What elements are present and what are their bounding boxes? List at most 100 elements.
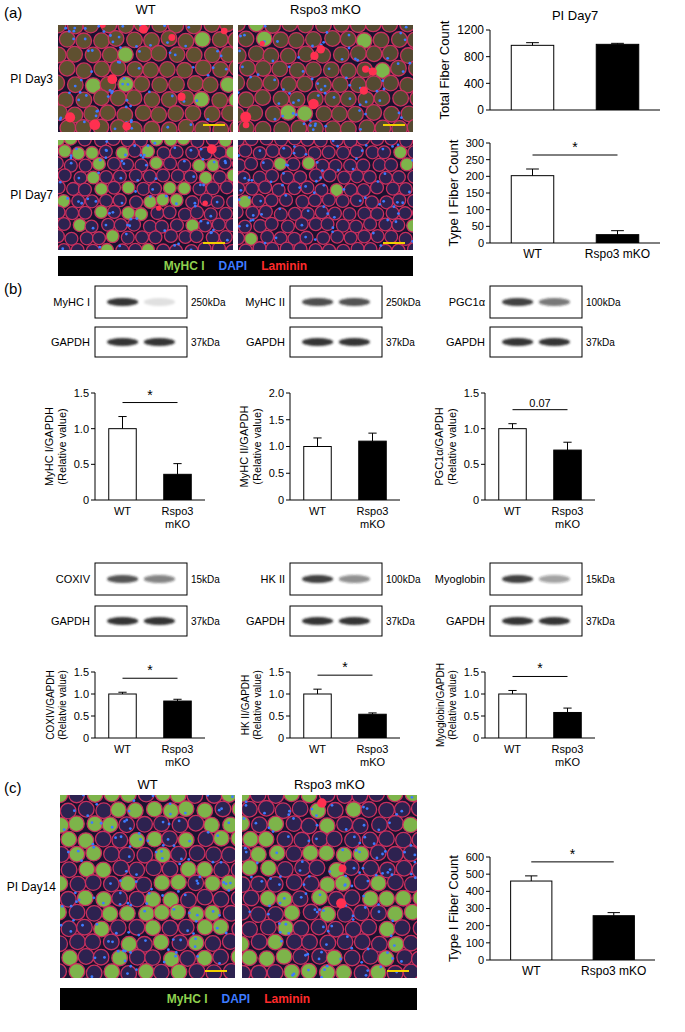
nucleus <box>218 914 221 917</box>
nucleus <box>92 896 95 899</box>
red-blob <box>260 41 265 46</box>
nucleus <box>339 958 342 961</box>
nucleus <box>278 922 281 925</box>
fiber <box>350 145 363 158</box>
fiber <box>191 206 204 219</box>
nucleus <box>375 874 378 877</box>
nucleus <box>331 230 334 233</box>
nucleus <box>161 857 164 860</box>
fiber <box>400 25 413 32</box>
significance-label: * <box>570 846 576 862</box>
y-tick <box>486 209 490 210</box>
nucleus <box>196 955 199 958</box>
fiber <box>359 120 375 132</box>
fiber <box>181 892 197 908</box>
fiber <box>138 795 154 802</box>
nucleus <box>298 186 301 189</box>
nucleus <box>212 861 215 864</box>
fiber <box>251 876 267 892</box>
nucleus <box>216 201 219 204</box>
fiber <box>309 244 322 250</box>
y-tick <box>286 738 290 739</box>
fiber <box>309 860 325 876</box>
nucleus <box>126 224 129 227</box>
nucleus <box>119 177 122 180</box>
nucleus <box>252 219 255 222</box>
fiber <box>354 905 370 921</box>
y-tick-label: 1.5 <box>464 387 479 399</box>
y-axis-title: PGC1α/GAPDH <box>433 407 445 486</box>
nucleus <box>114 836 117 839</box>
fiber <box>246 206 259 219</box>
fiber <box>213 62 229 78</box>
blot-band <box>339 617 370 625</box>
nucleus <box>314 908 317 911</box>
nucleus <box>279 875 282 878</box>
fiber <box>269 845 285 861</box>
nucleus <box>408 191 411 194</box>
nucleus <box>173 844 176 847</box>
blot-kda: 15kDa <box>586 574 615 585</box>
fiber <box>238 25 245 32</box>
fiber <box>323 244 336 250</box>
fiber <box>169 77 185 93</box>
nucleus <box>122 162 125 165</box>
row-head: PI Day3 <box>10 72 53 86</box>
y-tick-label: 300 <box>466 137 484 149</box>
blot-band <box>339 338 370 346</box>
blot-box <box>490 563 582 595</box>
plot-marks <box>304 689 387 738</box>
nucleus <box>128 810 131 813</box>
fiber <box>68 77 84 93</box>
nucleus <box>256 862 259 865</box>
nucleus <box>220 861 223 864</box>
blot-label: GAPDH <box>51 615 90 627</box>
red-blob <box>308 99 318 109</box>
fiber <box>409 60 413 76</box>
nucleus <box>404 38 407 41</box>
blot-kda: 37kDa <box>386 337 415 348</box>
fiber <box>121 158 134 171</box>
fiber <box>58 145 71 158</box>
fiber <box>195 60 211 76</box>
nucleus <box>300 224 303 227</box>
fiber <box>364 243 377 250</box>
plot-marks <box>499 690 582 738</box>
fiber <box>87 816 103 832</box>
fiber <box>76 92 92 108</box>
nucleus <box>299 869 302 872</box>
nucleus <box>90 70 93 73</box>
nucleus <box>177 890 180 893</box>
y-axis <box>485 672 486 738</box>
fiber <box>276 949 292 965</box>
nucleus <box>345 76 348 79</box>
blot-band <box>502 575 533 583</box>
red-blob <box>339 864 347 872</box>
red-blob <box>336 898 346 908</box>
fiber <box>266 242 279 250</box>
y-tick-label: 0 <box>473 494 479 506</box>
blot-box <box>490 606 582 636</box>
red-blob <box>207 144 217 154</box>
nucleus <box>70 162 73 165</box>
fiber <box>93 949 109 965</box>
fiber <box>325 91 341 107</box>
fiber <box>135 105 151 121</box>
nucleus <box>225 68 228 71</box>
blot-label: COXIV <box>56 573 91 585</box>
panel-letter: (b) <box>4 280 22 297</box>
nucleus <box>322 925 325 928</box>
fiber <box>86 845 102 861</box>
fiber <box>144 121 160 132</box>
nucleus <box>411 796 414 799</box>
column-head: WT <box>137 777 157 792</box>
fiber <box>120 906 136 922</box>
fiber <box>259 951 275 967</box>
fiber <box>75 120 91 132</box>
nucleus <box>231 795 234 798</box>
fiber <box>274 122 290 132</box>
blot-kda: 37kDa <box>586 616 615 627</box>
fiber <box>363 891 379 907</box>
nucleus <box>151 188 154 191</box>
blot-band <box>144 298 175 306</box>
